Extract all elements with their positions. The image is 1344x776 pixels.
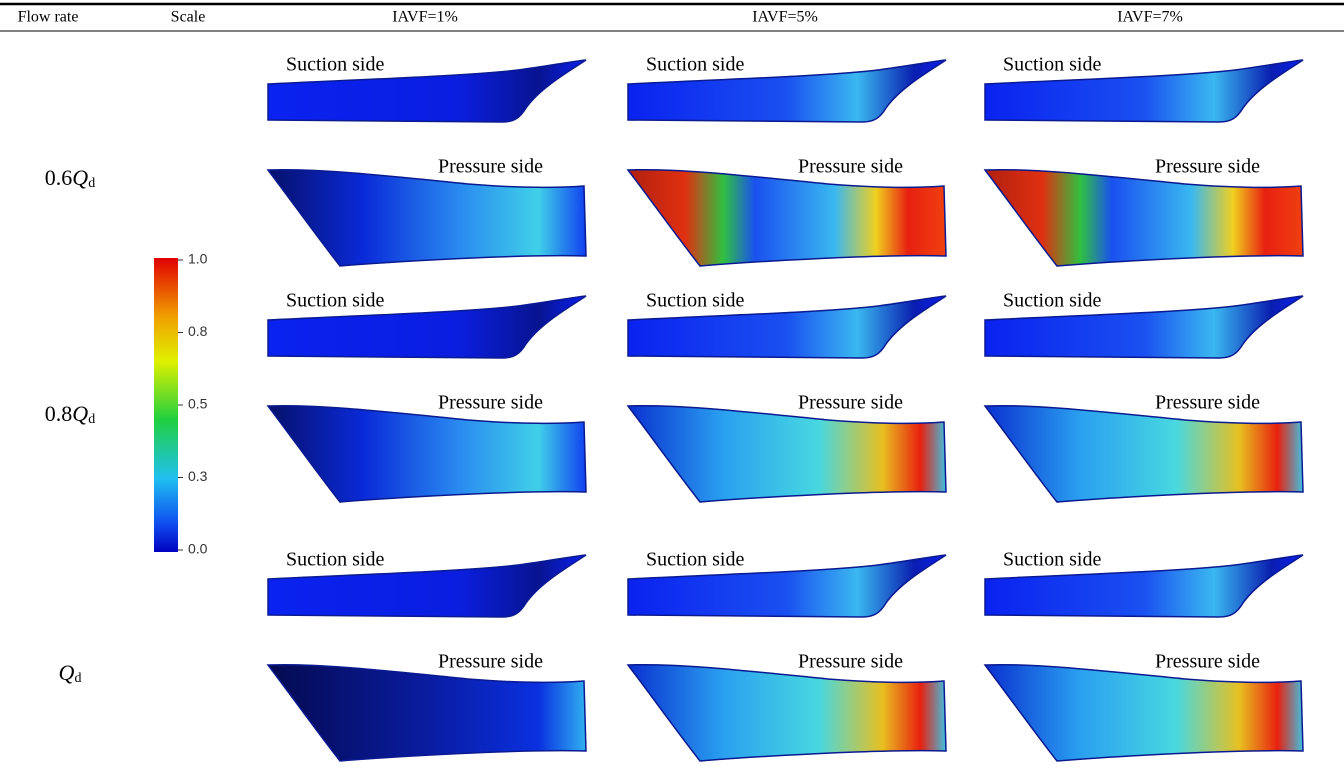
flow-rate: 0.6Qd (45, 165, 95, 191)
pressure-label: Pressure side (438, 156, 543, 178)
colorbar-label: 0.8 (188, 323, 208, 339)
colorbar-label: 1.0 (188, 251, 208, 267)
pressure-label: Pressure side (438, 651, 543, 673)
flow-symbol: Q (72, 165, 88, 190)
pressure-label: Pressure side (798, 651, 903, 673)
pressure-label: Pressure side (1155, 651, 1260, 673)
suction-label: Suction side (1003, 290, 1101, 312)
header-cell: Flow rate (18, 9, 79, 26)
pressure-blade (268, 170, 586, 266)
suction-label: Suction side (286, 54, 384, 76)
header-cell: IAVF=5% (752, 9, 818, 26)
flow-coefficient: 0.6 (45, 165, 73, 190)
suction-label: Suction side (286, 549, 384, 571)
pressure-blade (985, 406, 1303, 502)
page: Flow rate Scale IAVF=1% IAVF=5% IAVF=7% … (0, 0, 1344, 776)
colorbar-label: 0.3 (188, 468, 208, 484)
pressure-blade (628, 170, 946, 266)
header-cell: IAVF=7% (1117, 9, 1183, 26)
pressure-blade (985, 170, 1303, 266)
colorbar (154, 258, 178, 552)
flow-subscript: d (74, 671, 81, 686)
suction-label: Suction side (286, 290, 384, 312)
flow-coefficient: 0.8 (45, 401, 73, 426)
flow-rate: Qd (59, 660, 82, 686)
colorbar-label: 0.0 (188, 541, 208, 557)
pressure-blade (628, 665, 946, 761)
suction-label: Suction side (646, 290, 744, 312)
header-cell: IAVF=1% (392, 9, 458, 26)
pressure-label: Pressure side (798, 156, 903, 178)
suction-label: Suction side (646, 54, 744, 76)
pressure-label: Pressure side (1155, 392, 1260, 414)
pressure-label: Pressure side (1155, 156, 1260, 178)
flow-symbol: Q (59, 660, 75, 685)
pressure-label: Pressure side (798, 392, 903, 414)
flow-symbol: Q (72, 401, 88, 426)
figure: Flow rate Scale IAVF=1% IAVF=5% IAVF=7% … (0, 0, 1344, 776)
pressure-blade (268, 406, 586, 502)
flow-subscript: d (88, 176, 95, 191)
colorbar-label: 0.5 (188, 396, 208, 412)
suction-label: Suction side (1003, 54, 1101, 76)
pressure-blade (628, 406, 946, 502)
flow-rate: 0.8Qd (45, 401, 95, 427)
suction-label: Suction side (1003, 549, 1101, 571)
pressure-blade (268, 665, 586, 761)
suction-label: Suction side (646, 549, 744, 571)
header-cell: Scale (171, 9, 206, 26)
flow-subscript: d (88, 412, 95, 427)
pressure-label: Pressure side (438, 392, 543, 414)
pressure-blade (985, 665, 1303, 761)
